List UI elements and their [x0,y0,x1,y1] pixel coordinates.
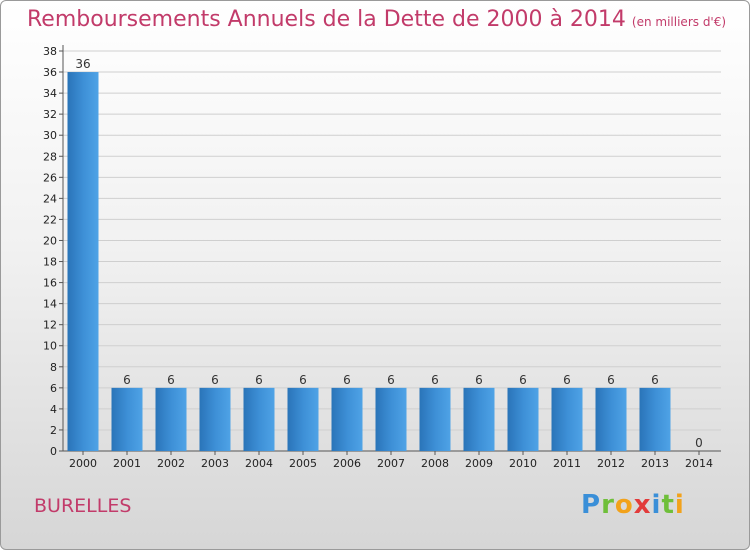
x-tick-label: 2009 [465,457,493,470]
y-tick-label: 38 [43,45,57,58]
bar-2010 [507,387,539,451]
data-label-2014: 0 [695,436,703,450]
y-tick-label: 14 [43,298,57,311]
bar-2000 [67,72,99,451]
bar-2002 [155,387,187,451]
x-tick-label: 2007 [377,457,405,470]
x-tick-label: 2002 [157,457,185,470]
y-tick-label: 34 [43,87,57,100]
y-tick-label: 30 [43,129,57,142]
data-label-2007: 6 [387,373,395,387]
bar-2009 [463,387,495,451]
y-tick-label: 28 [43,150,57,163]
y-tick-label: 0 [50,445,57,458]
y-tick-label: 10 [43,340,57,353]
data-label-2002: 6 [167,373,175,387]
chart-title-text: Remboursements Annuels de la Dette de 20… [27,7,626,32]
x-tick-label: 2012 [597,457,625,470]
x-tick-label: 2004 [245,457,273,470]
chart-title: Remboursements Annuels de la Dette de 20… [27,7,726,32]
proxiti-logo: Proxiti [581,490,685,520]
data-label-2011: 6 [563,373,571,387]
y-tick-label: 12 [43,319,57,332]
y-tick-label: 22 [43,213,57,226]
bar-2012 [595,387,627,451]
y-tick-label: 2 [50,424,57,437]
bar-2004 [243,387,275,451]
x-tick-label: 2014 [685,457,713,470]
y-tick-label: 32 [43,108,57,121]
data-label-2000: 36 [75,57,90,71]
data-label-2009: 6 [475,373,483,387]
x-tick-label: 2003 [201,457,229,470]
data-label-2006: 6 [343,373,351,387]
x-tick-label: 2013 [641,457,669,470]
x-tick-label: 2001 [113,457,141,470]
y-tick-label: 20 [43,234,57,247]
bar-2011 [551,387,583,451]
bar-2008 [419,387,451,451]
y-tick-label: 8 [50,361,57,374]
x-tick-label: 2010 [509,457,537,470]
x-tick-label: 2000 [69,457,97,470]
bar-2005 [287,387,319,451]
bar-2007 [375,387,407,451]
x-tick-label: 2008 [421,457,449,470]
x-tick-label: 2006 [333,457,361,470]
data-label-2010: 6 [519,373,527,387]
data-label-2003: 6 [211,373,219,387]
data-label-2008: 6 [431,373,439,387]
data-label-2001: 6 [123,373,131,387]
y-tick-label: 6 [50,382,57,395]
bar-2006 [331,387,363,451]
y-tick-label: 24 [43,192,57,205]
x-tick-label: 2011 [553,457,581,470]
bar-2013 [639,387,671,451]
bar-2001 [111,387,143,451]
y-tick-label: 16 [43,277,57,290]
unit-note: (en milliers d'€) [631,15,727,29]
data-label-2005: 6 [299,373,307,387]
data-label-2012: 6 [607,373,615,387]
y-tick-label: 26 [43,171,57,184]
y-tick-label: 4 [50,403,57,416]
x-tick-label: 2005 [289,457,317,470]
bar-2003 [199,387,231,451]
data-label-2013: 6 [651,373,659,387]
y-tick-label: 18 [43,256,57,269]
commune-name: BURELLES [34,495,132,517]
data-label-2004: 6 [255,373,263,387]
y-tick-label: 36 [43,66,57,79]
